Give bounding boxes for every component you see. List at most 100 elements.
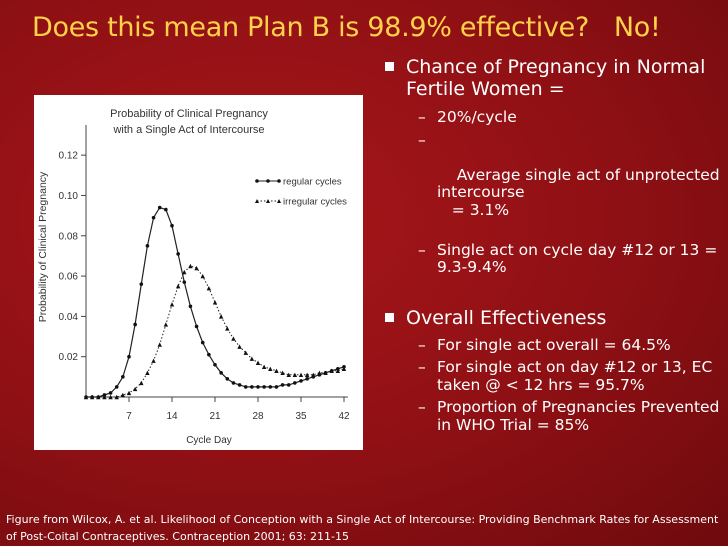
data-point xyxy=(237,344,242,349)
x-tick-label: 28 xyxy=(252,411,264,422)
data-point xyxy=(126,390,132,396)
bullet-square-icon xyxy=(385,312,394,322)
y-tick-label: 0.12 xyxy=(59,151,79,162)
data-point xyxy=(108,391,113,395)
data-point xyxy=(261,364,267,369)
data-point xyxy=(182,269,187,275)
legend-label: regular cycles xyxy=(283,177,342,188)
chart-series xyxy=(83,205,347,400)
data-point xyxy=(188,304,193,309)
dash-icon: – xyxy=(418,240,426,259)
data-point xyxy=(323,370,328,376)
data-point xyxy=(176,252,180,256)
data-point xyxy=(262,385,266,389)
data-point xyxy=(305,377,309,381)
data-point xyxy=(170,223,174,228)
data-point xyxy=(237,383,242,387)
data-point xyxy=(157,342,162,347)
data-point xyxy=(231,381,236,385)
data-point xyxy=(231,336,236,341)
data-point xyxy=(243,350,248,355)
data-point xyxy=(145,244,150,248)
data-point xyxy=(212,300,218,305)
data-point xyxy=(169,302,175,307)
data-point xyxy=(249,356,255,361)
y-axis-label: Probability of Clinical Pregnancy xyxy=(37,171,49,322)
figure-caption: Figure from Wilcox, A. et al. Likelihood… xyxy=(6,513,719,543)
dash-icon: – xyxy=(418,108,426,126)
data-point xyxy=(102,394,107,400)
data-point xyxy=(139,380,144,386)
y-tick-label: 0.08 xyxy=(59,231,79,242)
chart-title-line-1: Probability of Clinical Pregnancy xyxy=(110,108,268,120)
slide-title: Does this mean Plan B is 98.9% effective… xyxy=(32,12,661,43)
data-point xyxy=(114,394,119,400)
sub-bullet-text: Proportion of Pregnancies Prevented in W… xyxy=(437,398,720,434)
data-point xyxy=(108,394,113,400)
irregular-cycles-line xyxy=(86,265,345,398)
sub-bullet-text: 20%/cycle xyxy=(437,108,517,126)
sub-bullet: – 20%/cycle xyxy=(382,108,722,127)
data-point xyxy=(299,379,303,383)
legend-marker xyxy=(255,199,259,203)
data-point xyxy=(89,394,95,400)
data-point xyxy=(206,285,212,291)
data-point xyxy=(255,360,261,365)
bullet-text: Overall Effectiveness xyxy=(406,306,607,329)
chart-legend: regular cycles irregular cycles xyxy=(255,177,347,208)
data-point xyxy=(175,283,181,289)
sub-bullet: – For single act on day #12 or 13, EC ta… xyxy=(382,358,722,394)
data-point xyxy=(218,314,224,319)
bullet-overall-effectiveness: Overall Effectiveness xyxy=(382,307,722,329)
data-point xyxy=(268,385,273,389)
data-point xyxy=(225,326,230,331)
x-axis-label: Cycle Day xyxy=(186,435,232,446)
data-point xyxy=(286,372,291,378)
chart-axes: 7 14 21 28 35 42 0.02 0.04 0.06 0.08 0.10 0.12 xyxy=(59,125,350,422)
data-point xyxy=(304,372,310,378)
data-point xyxy=(132,386,138,392)
data-point xyxy=(207,352,211,357)
data-point xyxy=(298,372,304,378)
chart-title-line-2: with a Single Act of Intercourse xyxy=(112,124,264,136)
bullet-text: Chance of Pregnancy in Normal Fertile Wo… xyxy=(406,56,706,100)
sub-bullet: – Single act on cycle day #12 or 13 = 9.… xyxy=(382,240,722,277)
y-tick-label: 0.10 xyxy=(59,191,79,202)
data-point xyxy=(329,368,334,373)
data-point xyxy=(268,366,273,371)
data-point xyxy=(127,354,131,359)
bullet-list: Chance of Pregnancy in Normal Fertile Wo… xyxy=(382,56,722,434)
data-point xyxy=(280,370,285,376)
data-point xyxy=(151,215,156,220)
data-point xyxy=(274,368,279,373)
data-point xyxy=(243,385,248,389)
legend-marker xyxy=(277,199,281,203)
data-point xyxy=(274,385,279,389)
data-point xyxy=(182,280,187,284)
data-point xyxy=(225,377,230,381)
data-point xyxy=(114,385,119,389)
dash-icon: – xyxy=(418,358,426,376)
sub-bullet-text: For single act on day #12 or 13, EC take… xyxy=(437,358,713,394)
sub-bullet-text: Single act on cycle day #12 or 13 = 9.3-… xyxy=(437,240,718,276)
data-point xyxy=(194,324,199,329)
data-point xyxy=(163,322,169,327)
x-tick-label: 14 xyxy=(166,411,178,422)
y-tick-label: 0.04 xyxy=(59,312,79,323)
chart-figure: Probability of Clinical Pregnancy with a… xyxy=(34,95,363,450)
x-tick-label: 42 xyxy=(338,411,350,422)
data-point xyxy=(200,340,205,345)
data-point xyxy=(219,371,223,375)
dash-icon: – xyxy=(418,130,426,149)
pregnancy-probability-chart: Probability of Clinical Pregnancy with a… xyxy=(37,108,350,446)
legend-marker xyxy=(266,179,270,183)
sub-bullet: – Average single act of unprotected inte… xyxy=(382,130,722,237)
data-point xyxy=(280,383,285,387)
y-tick-label: 0.06 xyxy=(59,272,79,283)
data-point xyxy=(188,263,193,269)
data-point xyxy=(200,273,205,279)
data-point xyxy=(292,372,298,378)
sub-bullet-text: For single act overall = 64.5% xyxy=(437,335,671,354)
sub-bullet: – For single act overall = 64.5% xyxy=(382,335,722,355)
data-point xyxy=(151,358,156,363)
